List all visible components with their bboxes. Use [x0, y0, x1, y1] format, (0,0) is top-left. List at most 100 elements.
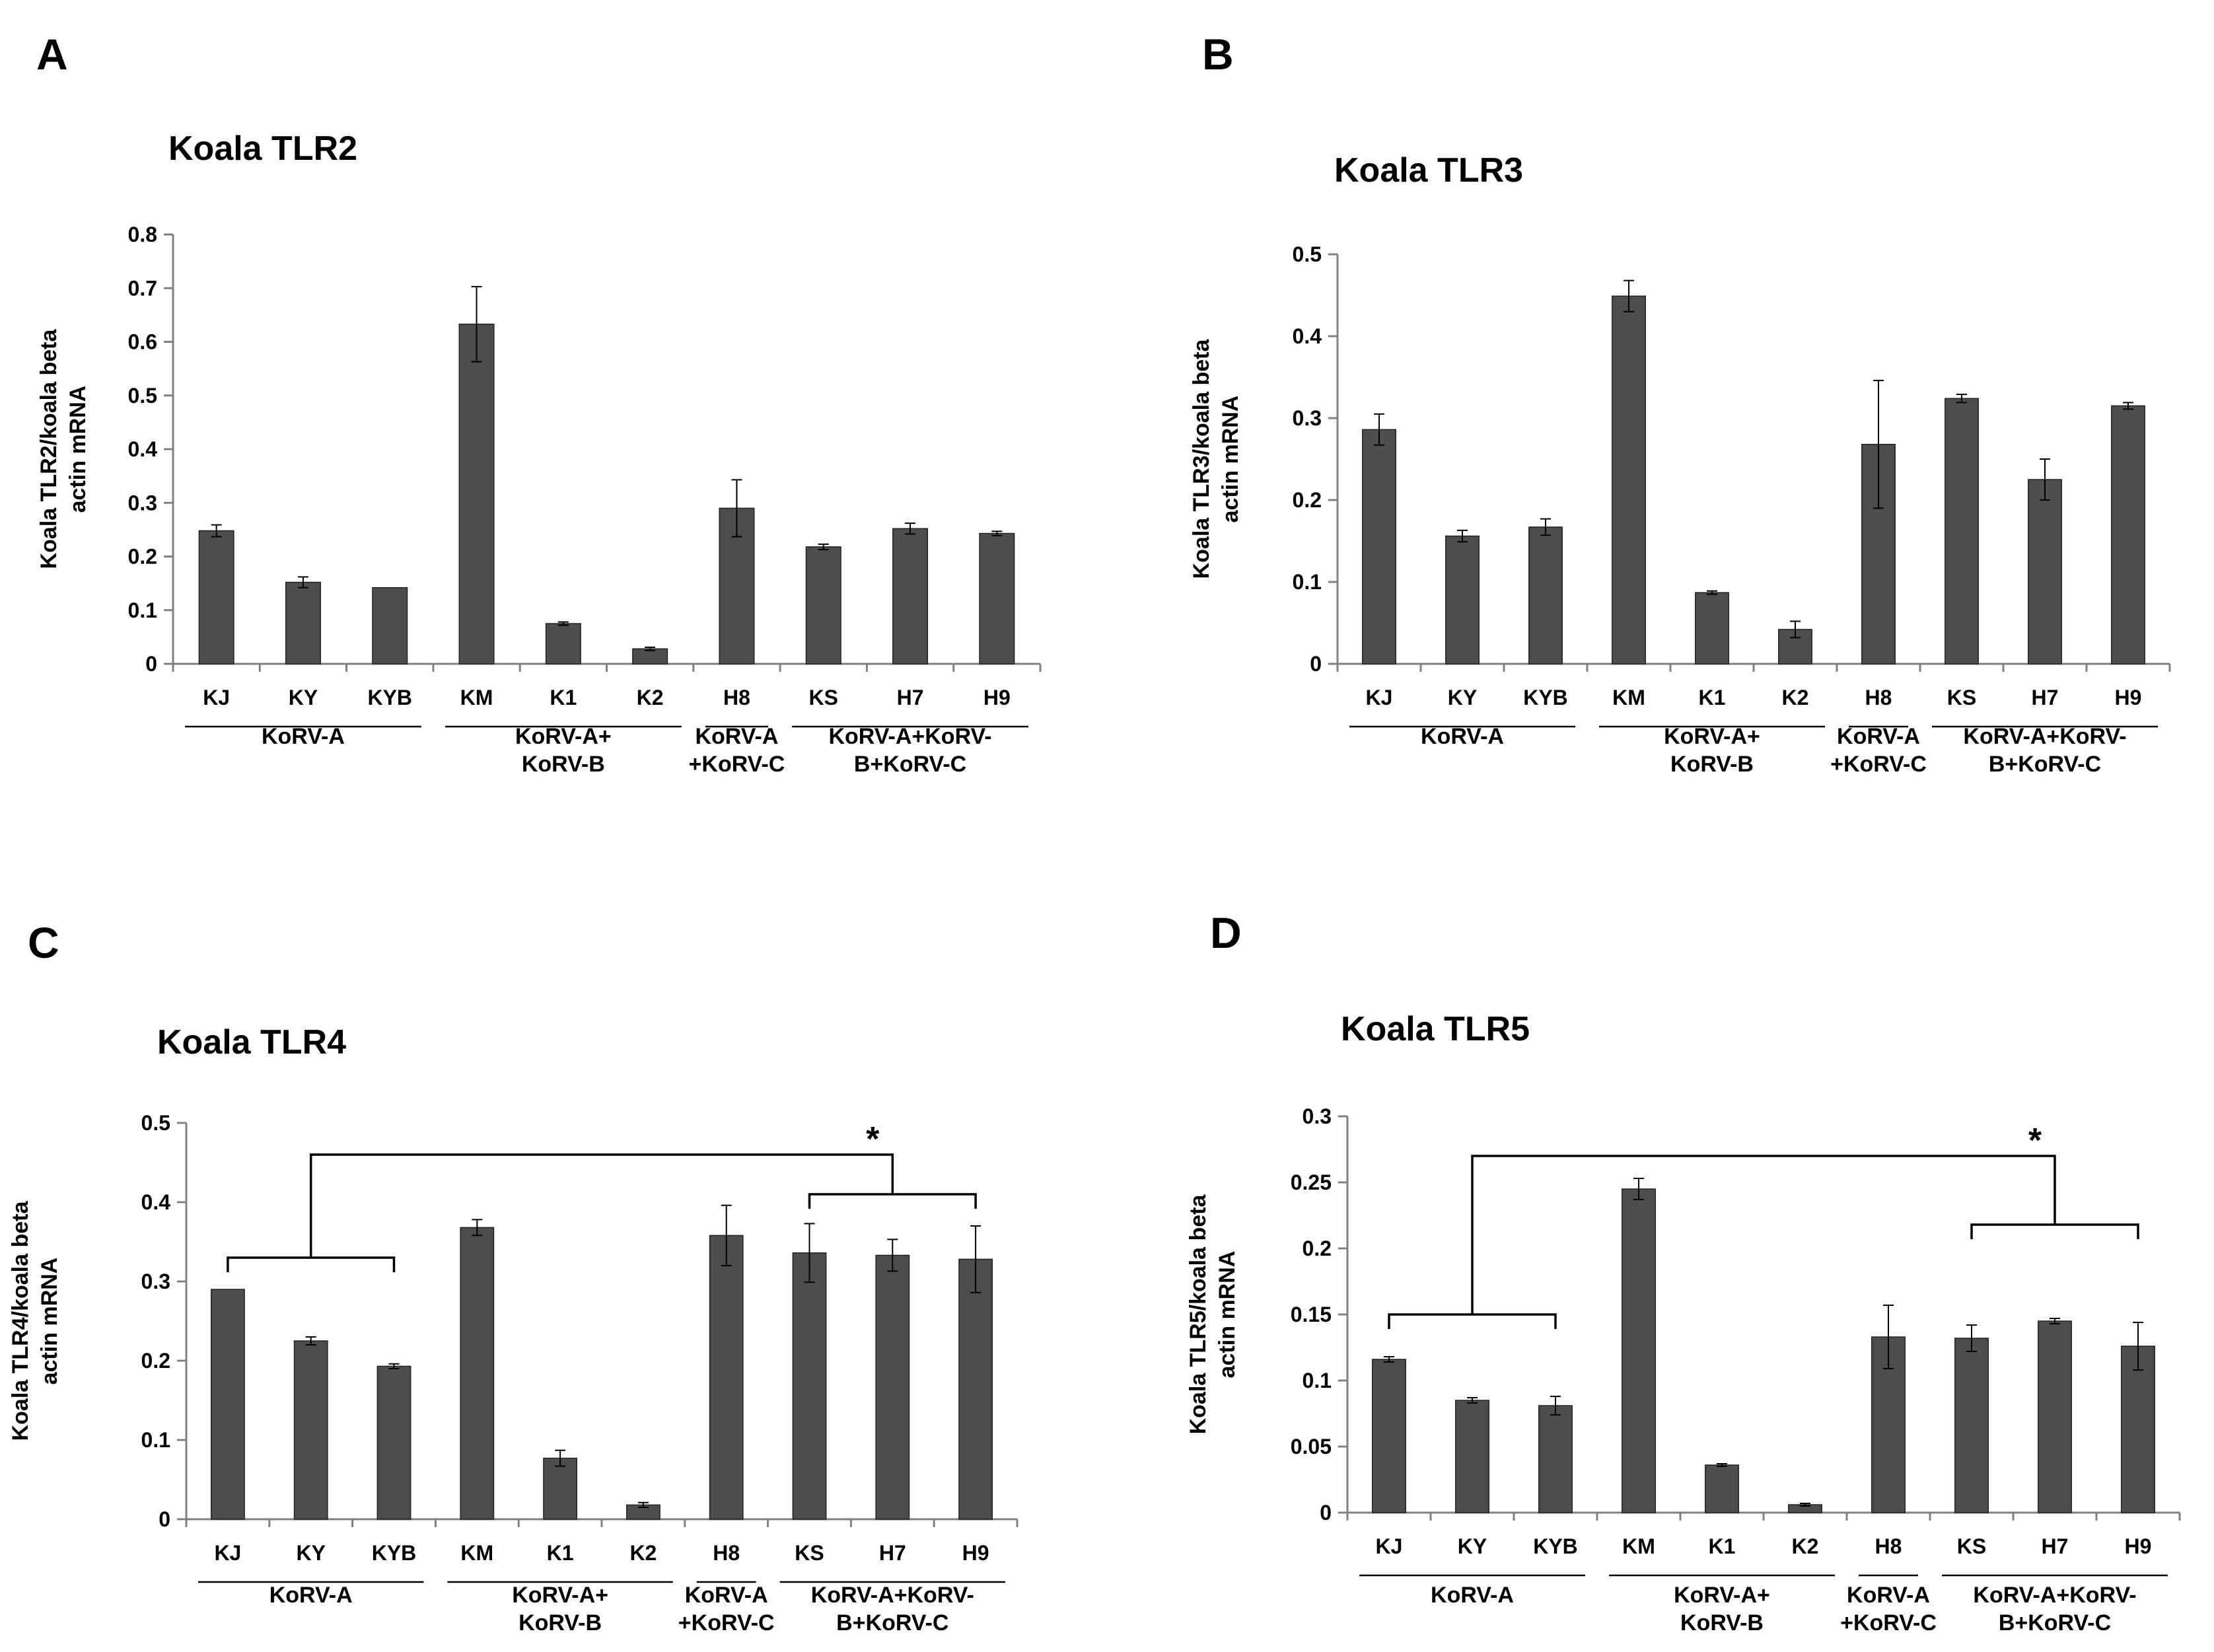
y-tick-label: 0.8	[128, 223, 157, 246]
bar-K1	[1705, 1464, 1739, 1513]
category-label: K1	[550, 686, 577, 709]
category-label: H9	[2125, 1534, 2152, 1558]
y-tick-label: 0.2	[1303, 1237, 1332, 1260]
y-tick-label: 0	[145, 652, 157, 676]
y-tick-label: 0.5	[128, 384, 157, 408]
panel-label-a: A	[36, 30, 68, 79]
y-axis-label: Koala TLR3/koala beta	[1189, 339, 1214, 579]
bar-KJ	[198, 530, 234, 664]
bar-H7	[2038, 1320, 2072, 1513]
bar-KS	[792, 1252, 827, 1520]
category-label: KM	[1612, 686, 1645, 709]
category-label: KJ	[214, 1541, 241, 1565]
group-label: KoRV-A	[1421, 724, 1504, 749]
bar-KS	[1945, 398, 1979, 664]
significance-star: *	[866, 1120, 880, 1159]
bar-KS	[805, 546, 841, 664]
category-label: KS	[1947, 686, 1976, 709]
category-label: KS	[809, 686, 838, 709]
y-axis-label: actin mRNA	[65, 386, 90, 513]
bar-KYB	[376, 1365, 411, 1520]
category-label: K2	[637, 686, 664, 709]
y-tick-label: 0.4	[141, 1190, 171, 1214]
category-label: KS	[795, 1541, 824, 1565]
y-tick-label: 0.1	[128, 598, 157, 622]
bar-KYB	[1528, 526, 1563, 664]
bar-K1	[1695, 592, 1729, 664]
category-label: KYB	[367, 686, 412, 709]
category-label: K2	[1782, 686, 1809, 709]
group-label: KoRV-A	[1431, 1583, 1514, 1608]
y-tick-label: 0.3	[141, 1270, 170, 1293]
y-axis-label: Koala TLR4/koala beta	[8, 1201, 33, 1441]
bar-KYB	[372, 587, 408, 664]
y-tick-label: 0.15	[1291, 1303, 1332, 1326]
panel-label-d: D	[1210, 908, 1242, 957]
panel-label-c: C	[28, 918, 59, 967]
category-label: K1	[1699, 686, 1726, 709]
category-label: KY	[1448, 686, 1477, 709]
y-axis-label: actin mRNA	[1218, 396, 1243, 523]
bar-KM	[1612, 295, 1646, 664]
y-tick-label: 0.2	[1293, 488, 1322, 512]
y-tick-label: 0.4	[1293, 324, 1322, 348]
group-label: KoRV-A+	[515, 724, 612, 749]
bar-H9	[958, 1258, 993, 1520]
group-label: KoRV-B	[522, 752, 605, 777]
bar-KM	[458, 323, 495, 664]
category-label: H7	[2042, 1534, 2069, 1558]
category-label: H9	[2115, 686, 2142, 709]
group-label: KoRV-A	[262, 724, 345, 749]
category-label: KM	[1622, 1534, 1655, 1558]
category-label: KS	[1957, 1534, 1986, 1558]
category-label: KY	[289, 686, 318, 709]
group-label: KoRV-A+KoRV-	[1973, 1583, 2136, 1608]
category-label: K2	[1792, 1534, 1819, 1558]
bar-H7	[892, 528, 929, 664]
category-label: H7	[2032, 686, 2059, 709]
bar-H9	[979, 532, 1015, 664]
category-label: H8	[713, 1541, 740, 1565]
panel-c: C Koala TLR4 0 0.1 0.2 0.3 0.4 0.5 KJ KY KYB KM K1…	[8, 918, 1018, 1635]
y-tick-label: 0.2	[128, 545, 157, 569]
y-axis-label: Koala TLR5/koala beta	[1186, 1194, 1211, 1435]
bar-KJ	[1362, 429, 1396, 664]
group-label: B+KoRV-C	[1999, 1610, 2111, 1635]
group-label: KoRV-A	[1837, 724, 1920, 749]
y-tick-label: 0.7	[128, 276, 157, 300]
category-label: H8	[1865, 686, 1892, 709]
group-label: +KoRV-C	[1830, 752, 1927, 777]
significance-bracket-top	[309, 1153, 894, 1258]
y-tick-label: 0.5	[141, 1111, 170, 1135]
y-tick-label: 0.2	[141, 1349, 170, 1373]
significance-bracket-left	[227, 1256, 396, 1272]
chart-title: Koala TLR2	[168, 129, 357, 168]
category-label: KYB	[1523, 686, 1568, 709]
bar-KJ	[210, 1289, 245, 1520]
bar-KY	[285, 581, 321, 664]
bar-KY	[1445, 535, 1480, 664]
bar-H7	[875, 1254, 910, 1520]
category-label: KYB	[1533, 1534, 1578, 1558]
category-label: H9	[983, 686, 1011, 709]
y-axis-label: actin mRNA	[37, 1258, 62, 1385]
group-label: KoRV-A+KoRV-	[1963, 724, 2126, 749]
bar-H8	[709, 1235, 744, 1520]
y-tick-label: 0.3	[128, 491, 157, 515]
group-label: +KoRV-C	[678, 1610, 775, 1635]
y-tick-label: 0.25	[1291, 1170, 1332, 1194]
significance-star: *	[2028, 1122, 2042, 1160]
group-label: KoRV-A	[695, 724, 778, 749]
bar-K1	[545, 623, 581, 664]
significance-bracket-right	[808, 1193, 977, 1209]
y-tick-label: 0.5	[1293, 242, 1322, 266]
group-label: KoRV-A+	[512, 1583, 608, 1608]
chart-title: Koala TLR3	[1334, 151, 1523, 190]
bar-H9	[2121, 1346, 2155, 1513]
group-label: KoRV-A+KoRV-	[828, 724, 991, 749]
category-label: KYB	[372, 1541, 417, 1565]
bar-K1	[543, 1457, 578, 1520]
bar-H9	[2111, 405, 2145, 664]
category-label: KJ	[1376, 1534, 1403, 1558]
